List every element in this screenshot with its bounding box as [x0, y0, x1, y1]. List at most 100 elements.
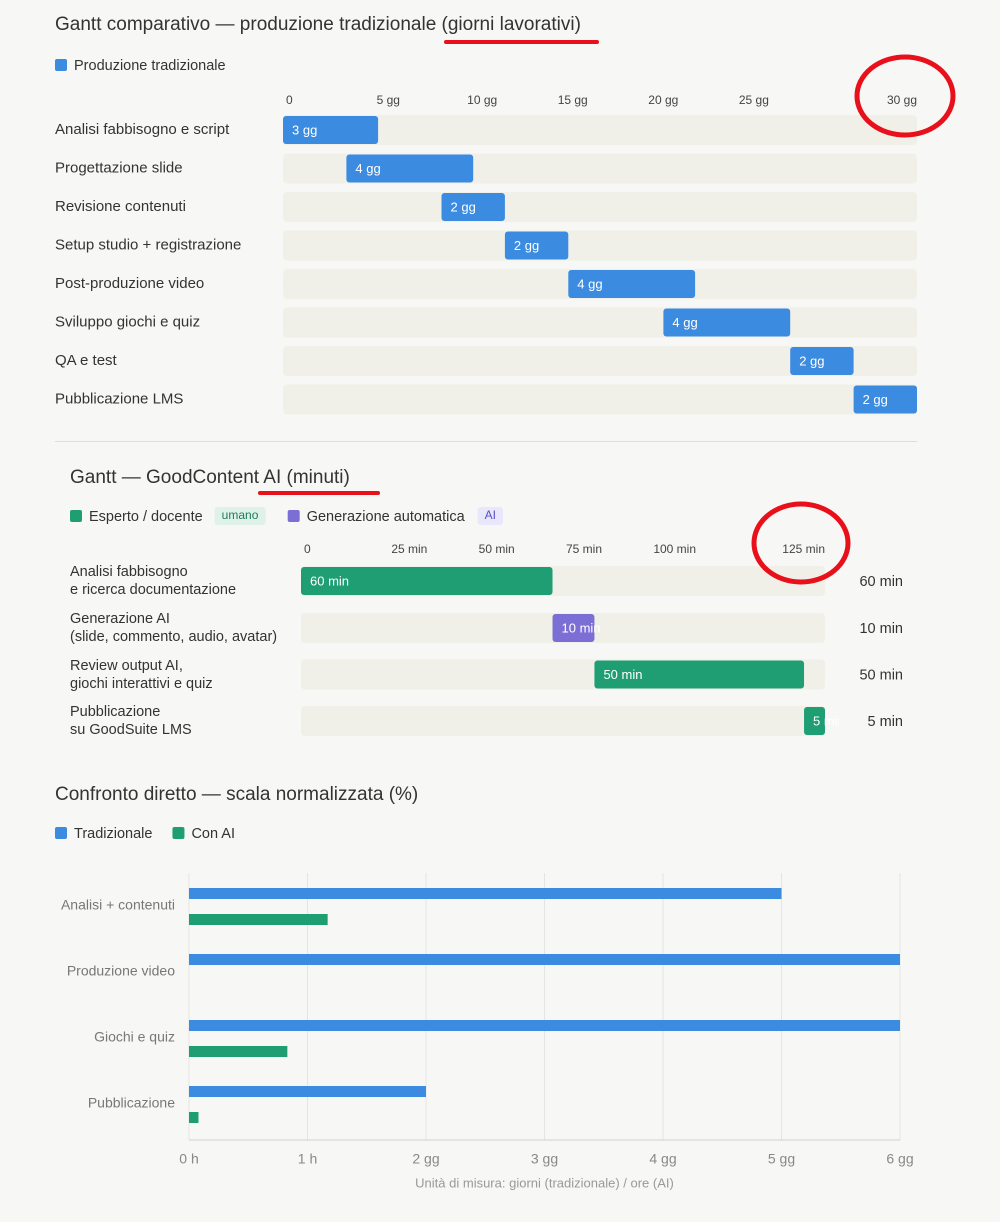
task-label: QA e test — [55, 352, 118, 369]
task-label: Setup studio + registrazione — [55, 236, 241, 253]
end-label: 60 min — [859, 574, 903, 590]
x-tick-label: 0 h — [179, 1151, 198, 1167]
bar-label: 50 min — [603, 667, 642, 682]
x-tick-label: 5 gg — [377, 93, 400, 107]
track — [283, 307, 917, 338]
bar — [189, 954, 900, 965]
end-label: 5 min — [868, 714, 903, 730]
task-label: Progettazione slide — [55, 159, 183, 176]
legend-label: Produzione tradizionale — [74, 58, 226, 74]
bar — [283, 116, 379, 144]
legend-label: Generazione automatica — [307, 509, 466, 525]
x-tick-label: 50 min — [479, 542, 515, 556]
task-label: Analisi fabbisogno e script — [55, 121, 230, 138]
x-tick-label: 125 min — [782, 542, 825, 556]
annotations — [258, 40, 956, 585]
x-tick-label: 0 — [304, 542, 311, 556]
x-tick-label: 15 gg — [558, 93, 588, 107]
legend-swatch — [287, 510, 300, 522]
task-label: Review output AI, giochi interattivi e q… — [70, 657, 213, 692]
category-label: Produzione video — [67, 963, 175, 979]
bar — [189, 1112, 199, 1123]
legend-swatch — [55, 59, 67, 71]
legend-tag: AI — [485, 508, 496, 522]
legend-swatch — [172, 827, 185, 839]
x-tick-label: 1 h — [298, 1151, 317, 1167]
x-tick-label: 4 gg — [649, 1151, 676, 1167]
x-tick-label: 6 gg — [886, 1151, 913, 1167]
x-tick-label: 25 gg — [739, 93, 769, 107]
bar-label: 2 gg — [514, 238, 539, 253]
bar — [853, 385, 917, 414]
chart-title: Confronto diretto — scala normalizzata (… — [55, 784, 418, 805]
circle-annotation — [854, 54, 956, 138]
x-tick-label: 100 min — [653, 542, 696, 556]
x-tick-label: 3 gg — [531, 1151, 558, 1167]
task-label: Generazione AI (slide, commento, audio, … — [70, 611, 278, 645]
task-label: Pubblicazione LMS — [55, 390, 183, 407]
task-label: Analisi fabbisogno e ricerca documentazi… — [70, 564, 237, 598]
legend-label: Tradizionale — [74, 826, 152, 842]
bar — [301, 567, 553, 595]
x-tick-label: 5 gg — [768, 1151, 795, 1167]
x-axis-label: Unità di misura: giorni (tradizionale) /… — [415, 1175, 674, 1190]
bar-label: 2 gg — [451, 199, 476, 214]
bar — [568, 270, 696, 298]
bar — [804, 707, 825, 735]
track — [283, 346, 917, 376]
bar-label: 4 gg — [355, 161, 380, 176]
bar-label: 60 min — [310, 573, 349, 588]
legend-swatch — [70, 510, 82, 522]
legend-swatch — [55, 827, 67, 839]
category-label: Analisi + contenuti — [61, 897, 175, 913]
bar-label: 4 gg — [577, 276, 602, 291]
bar-label: 2 gg — [799, 353, 824, 368]
bar-label: 2 gg — [863, 392, 888, 407]
circle-annotation — [751, 501, 851, 585]
bar-label: 4 gg — [672, 315, 697, 330]
bar-label: 10 min — [562, 620, 601, 635]
bar — [189, 888, 782, 899]
x-tick-label: 25 min — [391, 542, 427, 556]
x-tick-label: 10 gg — [467, 93, 497, 107]
legend-label: Con AI — [191, 826, 235, 842]
legend-tag-bg — [214, 507, 266, 525]
x-tick-label: 30 gg — [887, 93, 917, 107]
legend-tag-bg — [477, 507, 503, 525]
x-tick-label: 2 gg — [412, 1151, 439, 1167]
bar — [790, 347, 854, 375]
task-label: Sviluppo giochi e quiz — [55, 313, 200, 330]
bar — [504, 231, 569, 260]
bar-label: 5 min — [813, 713, 845, 728]
bar — [189, 1086, 426, 1097]
track — [283, 384, 917, 415]
task-label: Post-produzione video — [55, 275, 204, 292]
bar — [552, 614, 595, 642]
track — [283, 192, 917, 222]
category-label: Giochi e quiz — [94, 1029, 175, 1045]
bar — [189, 1046, 288, 1057]
track — [283, 230, 917, 261]
end-label: 10 min — [859, 621, 903, 637]
bar — [441, 193, 505, 221]
x-tick-label: 20 gg — [648, 93, 678, 107]
chart-title: Gantt comparativo — produzione tradizion… — [55, 14, 581, 35]
chart-title: Gantt — GoodContent AI (minuti) — [70, 467, 350, 488]
bar — [189, 1020, 900, 1031]
x-tick-label: 75 min — [566, 542, 602, 556]
task-label: Pubblicazione su GoodSuite LMS — [70, 704, 192, 738]
bar-label: 3 gg — [292, 122, 317, 137]
legend-tag: umano — [222, 508, 259, 522]
task-label: Revisione contenuti — [55, 198, 186, 215]
bar — [346, 154, 474, 183]
bar — [189, 914, 328, 925]
x-tick-label: 0 — [286, 93, 293, 107]
end-label: 50 min — [859, 667, 903, 683]
track — [283, 115, 917, 145]
track — [301, 706, 825, 736]
legend-label: Esperto / docente — [89, 509, 203, 525]
category-label: Pubblicazione — [88, 1095, 175, 1111]
bar — [663, 308, 791, 337]
